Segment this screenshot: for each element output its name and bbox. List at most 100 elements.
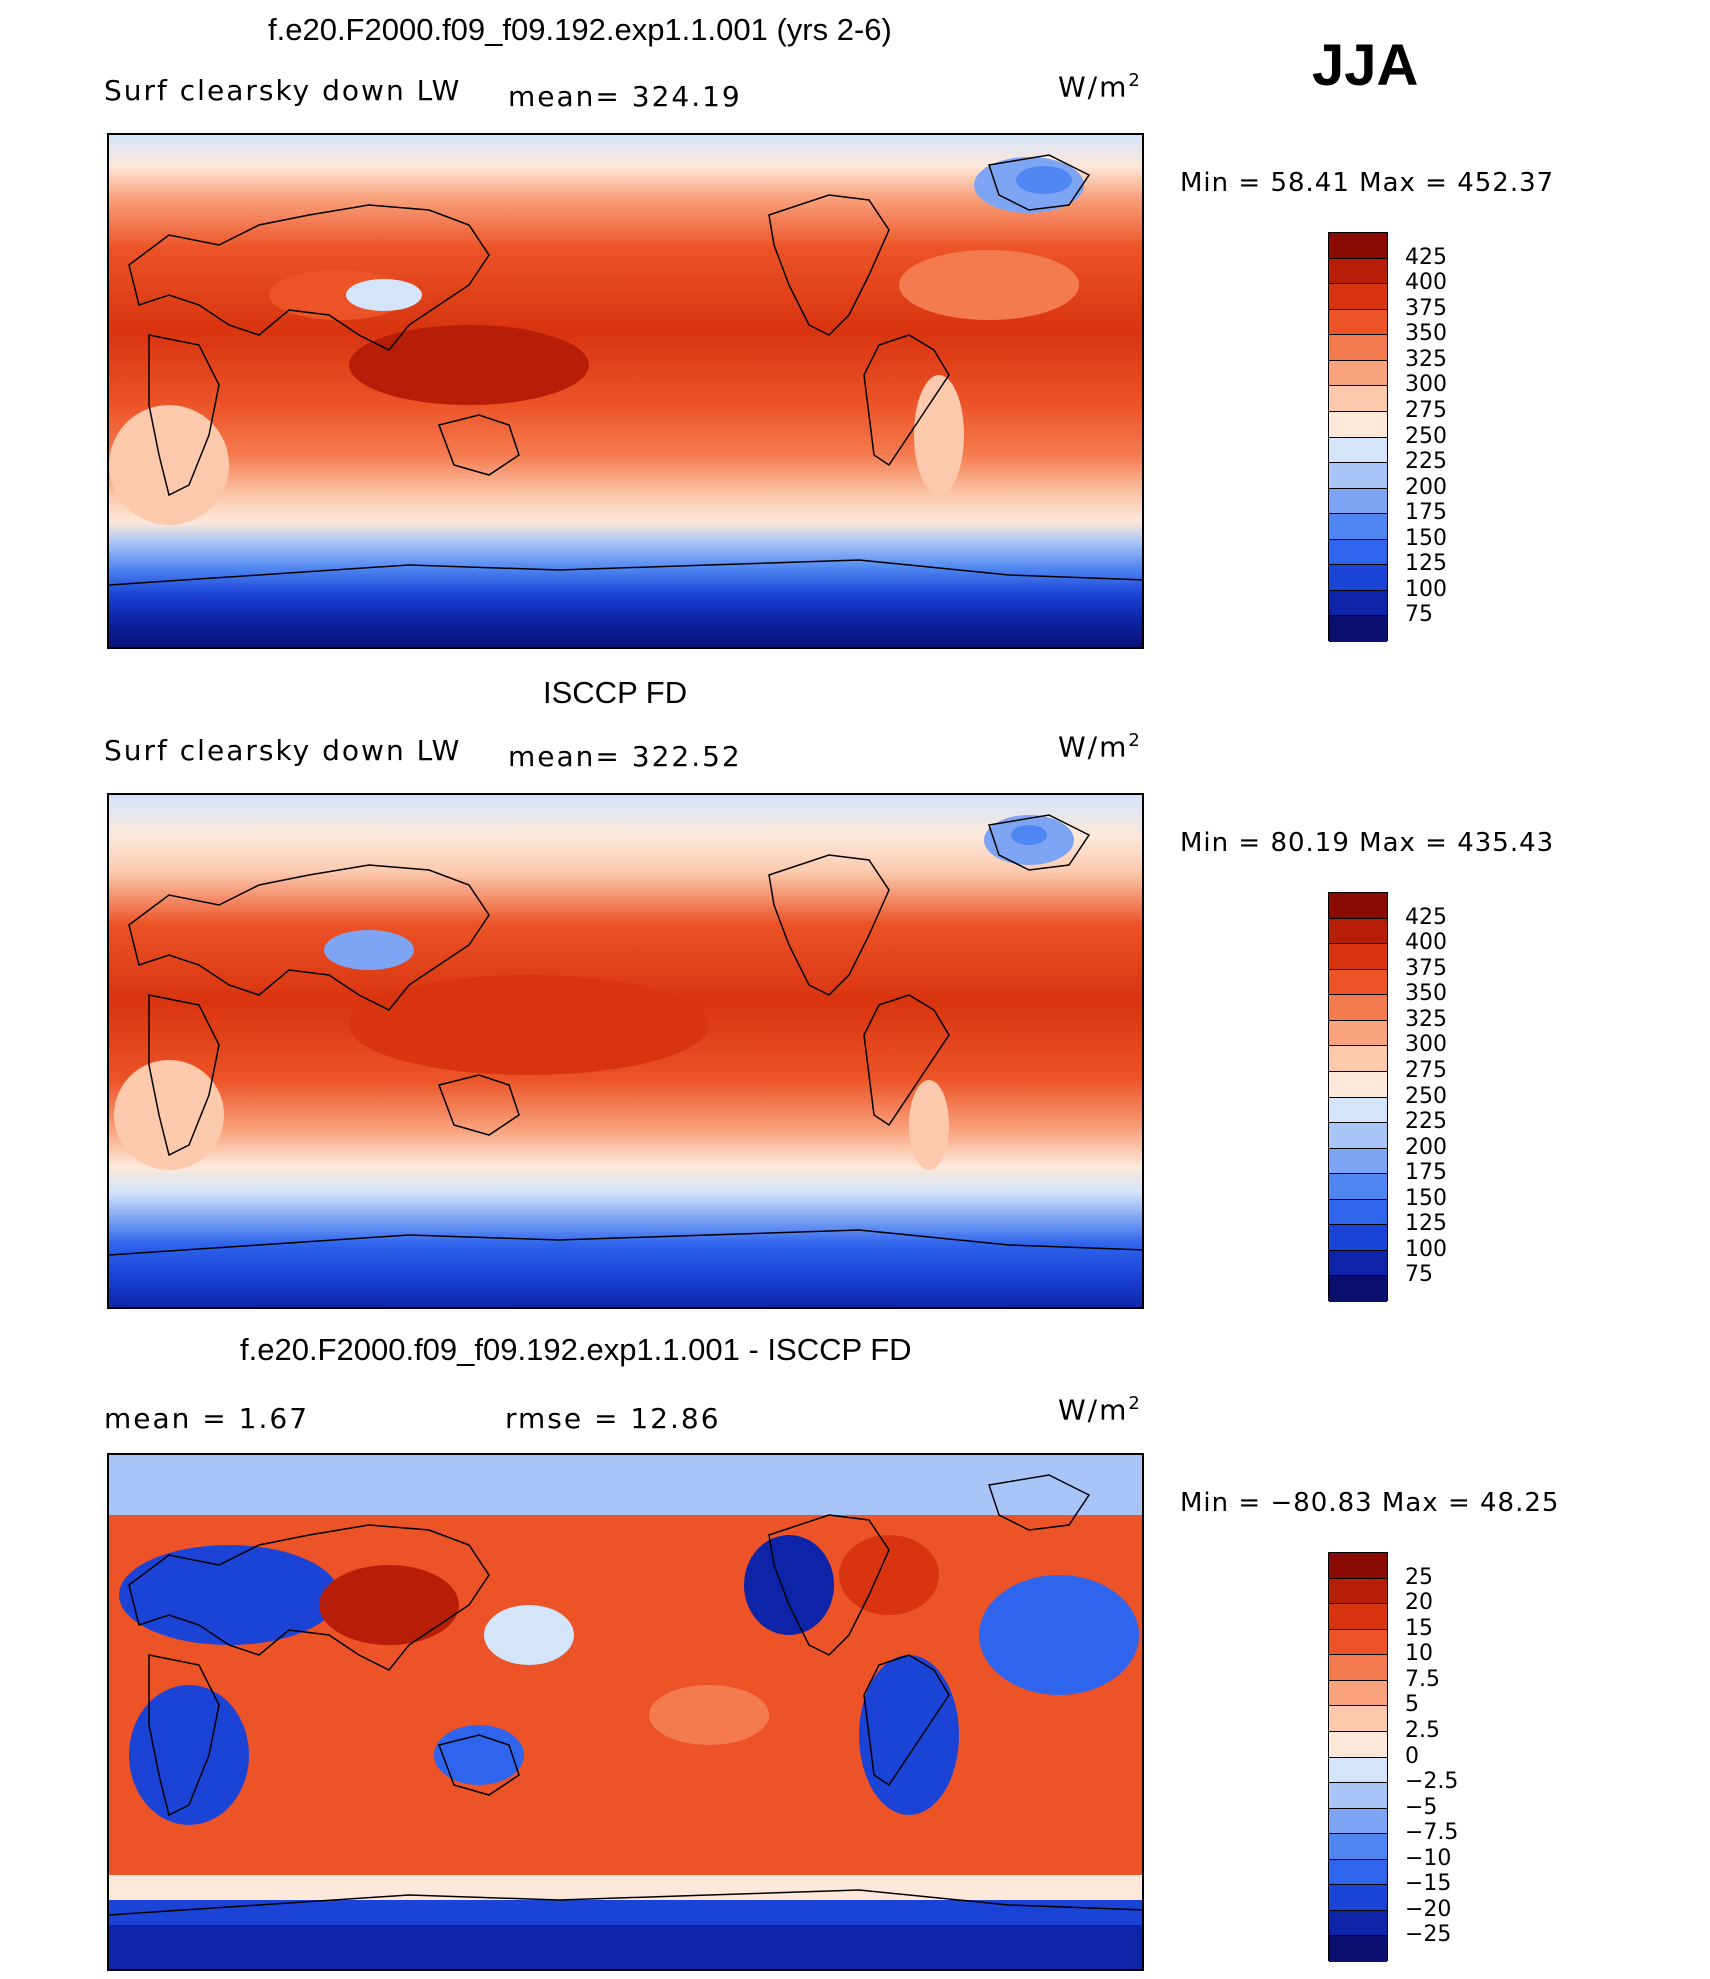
rmse-label: rmse = 12.86 bbox=[505, 1402, 721, 1435]
colorbar-tick-label: 7.5 bbox=[1405, 1666, 1440, 1692]
colorbar-tick-label: 200 bbox=[1405, 474, 1447, 500]
minmax-label: Min = 80.19 Max = 435.43 bbox=[1180, 828, 1555, 858]
map-difference bbox=[107, 1453, 1144, 1971]
colorbar-swatch bbox=[1329, 1629, 1387, 1656]
colorbar-tick-label: 425 bbox=[1405, 244, 1447, 270]
colorbar-tick-label: 375 bbox=[1405, 955, 1447, 981]
colorbar-swatch bbox=[1329, 1148, 1387, 1175]
colorbar-tick-label: 75 bbox=[1405, 1262, 1433, 1288]
colorbar-swatch bbox=[1329, 284, 1387, 310]
colorbar-swatch bbox=[1329, 1123, 1387, 1149]
variable-label: Surf clearsky down LW bbox=[104, 734, 462, 767]
colorbar-tick-label: −20 bbox=[1405, 1896, 1452, 1922]
colorbar-tick-label: 20 bbox=[1405, 1590, 1433, 1616]
colorbar-tick-label: 225 bbox=[1405, 1109, 1447, 1135]
colorbar-tick-label: 425 bbox=[1405, 904, 1447, 930]
colorbar-tick-label: −5 bbox=[1405, 1794, 1438, 1820]
colorbar-swatch bbox=[1329, 1706, 1387, 1732]
colorbar-swatch bbox=[1329, 360, 1387, 387]
colorbar-tick-label: 175 bbox=[1405, 500, 1447, 526]
colorbar-tick-label: 400 bbox=[1405, 270, 1447, 296]
minmax-label: Min = −80.83 Max = 48.25 bbox=[1180, 1488, 1560, 1518]
colorbar-swatch bbox=[1329, 309, 1387, 336]
colorbar-tick-label: 2.5 bbox=[1405, 1717, 1440, 1743]
colorbar-swatch bbox=[1329, 258, 1387, 285]
colorbar-swatch bbox=[1329, 1859, 1387, 1886]
colorbar-tick-label: 275 bbox=[1405, 1057, 1447, 1083]
colorbar-swatch bbox=[1329, 411, 1387, 438]
minmax-label: Min = 58.41 Max = 452.37 bbox=[1180, 168, 1555, 198]
colorbar-tick-label: −15 bbox=[1405, 1871, 1452, 1897]
mean-label: mean= 324.19 bbox=[508, 80, 742, 113]
colorbar-swatch bbox=[1329, 1020, 1387, 1047]
colorbar-swatch bbox=[1329, 1046, 1387, 1072]
colorbar-swatch bbox=[1329, 233, 1387, 259]
colorbar-swatch bbox=[1329, 918, 1387, 945]
colorbar-tick-label: 350 bbox=[1405, 981, 1447, 1007]
colorbar bbox=[1328, 892, 1388, 1302]
variable-label: Surf clearsky down LW bbox=[104, 74, 462, 107]
colorbar-tick-label: 350 bbox=[1405, 321, 1447, 347]
colorbar-swatch bbox=[1329, 1808, 1387, 1835]
colorbar-swatch bbox=[1329, 1276, 1387, 1302]
colorbar-swatch bbox=[1329, 539, 1387, 566]
colorbar-swatch bbox=[1329, 1250, 1387, 1277]
colorbar-tick-label: 100 bbox=[1405, 576, 1447, 602]
colorbar-tick-label: 300 bbox=[1405, 372, 1447, 398]
units-label: W/m2 bbox=[1058, 70, 1142, 104]
colorbar-swatch bbox=[1329, 1885, 1387, 1911]
colorbar-tick-label: 5 bbox=[1405, 1692, 1419, 1718]
colorbar-tick-label: 325 bbox=[1405, 346, 1447, 372]
colorbar-tick-label: 100 bbox=[1405, 1236, 1447, 1262]
colorbar-tick-label: 125 bbox=[1405, 551, 1447, 577]
mean-label: mean= 322.52 bbox=[508, 740, 742, 773]
colorbar-tick-label: 0 bbox=[1405, 1743, 1419, 1769]
colorbar-swatch bbox=[1329, 1757, 1387, 1784]
colorbar-swatch bbox=[1329, 463, 1387, 489]
colorbar-swatch bbox=[1329, 1199, 1387, 1226]
colorbar-tick-label: 150 bbox=[1405, 1185, 1447, 1211]
colorbar bbox=[1328, 1552, 1388, 1962]
panel-title: ISCCP FD bbox=[543, 675, 688, 710]
colorbar-tick-label: 125 bbox=[1405, 1211, 1447, 1237]
colorbar-tick-label: 15 bbox=[1405, 1615, 1433, 1641]
colorbar-tick-label: 25 bbox=[1405, 1564, 1433, 1590]
colorbar-swatch bbox=[1329, 565, 1387, 591]
colorbar-swatch bbox=[1329, 1174, 1387, 1200]
season-label: JJA bbox=[1312, 33, 1419, 98]
colorbar-swatch bbox=[1329, 1910, 1387, 1937]
panel-title: f.e20.F2000.f09_f09.192.exp1.1.001 - ISC… bbox=[240, 1332, 912, 1367]
colorbar-tick-label: −10 bbox=[1405, 1845, 1452, 1871]
colorbar-swatch bbox=[1329, 590, 1387, 617]
colorbar-swatch bbox=[1329, 1578, 1387, 1605]
map-model bbox=[107, 133, 1144, 649]
colorbar-swatch bbox=[1329, 1225, 1387, 1251]
colorbar-tick-label: 175 bbox=[1405, 1160, 1447, 1186]
colorbar-swatch bbox=[1329, 995, 1387, 1021]
colorbar-tick-label: 75 bbox=[1405, 602, 1433, 628]
colorbar-swatch bbox=[1329, 616, 1387, 642]
colorbar-tick-label: 200 bbox=[1405, 1134, 1447, 1160]
colorbar-swatch bbox=[1329, 1071, 1387, 1098]
colorbar-tick-label: 300 bbox=[1405, 1032, 1447, 1058]
colorbar-tick-label: −2.5 bbox=[1405, 1769, 1459, 1795]
map-observation bbox=[107, 793, 1144, 1309]
colorbar bbox=[1328, 232, 1388, 642]
mean-label: mean = 1.67 bbox=[104, 1402, 310, 1435]
colorbar-swatch bbox=[1329, 514, 1387, 540]
colorbar-swatch bbox=[1329, 1783, 1387, 1809]
colorbar-swatch bbox=[1329, 969, 1387, 996]
panel-title: f.e20.F2000.f09_f09.192.exp1.1.001 (yrs … bbox=[268, 12, 892, 47]
colorbar-tick-label: 225 bbox=[1405, 449, 1447, 475]
colorbar-swatch bbox=[1329, 1655, 1387, 1681]
colorbar-tick-label: 250 bbox=[1405, 1083, 1447, 1109]
colorbar-swatch bbox=[1329, 437, 1387, 464]
colorbar-tick-label: 275 bbox=[1405, 397, 1447, 423]
colorbar-swatch bbox=[1329, 386, 1387, 412]
colorbar-swatch bbox=[1329, 1604, 1387, 1630]
colorbar-tick-label: 375 bbox=[1405, 295, 1447, 321]
colorbar-swatch bbox=[1329, 1834, 1387, 1860]
units-label: W/m2 bbox=[1058, 730, 1142, 764]
colorbar-swatch bbox=[1329, 335, 1387, 361]
colorbar-tick-label: −25 bbox=[1405, 1922, 1452, 1948]
